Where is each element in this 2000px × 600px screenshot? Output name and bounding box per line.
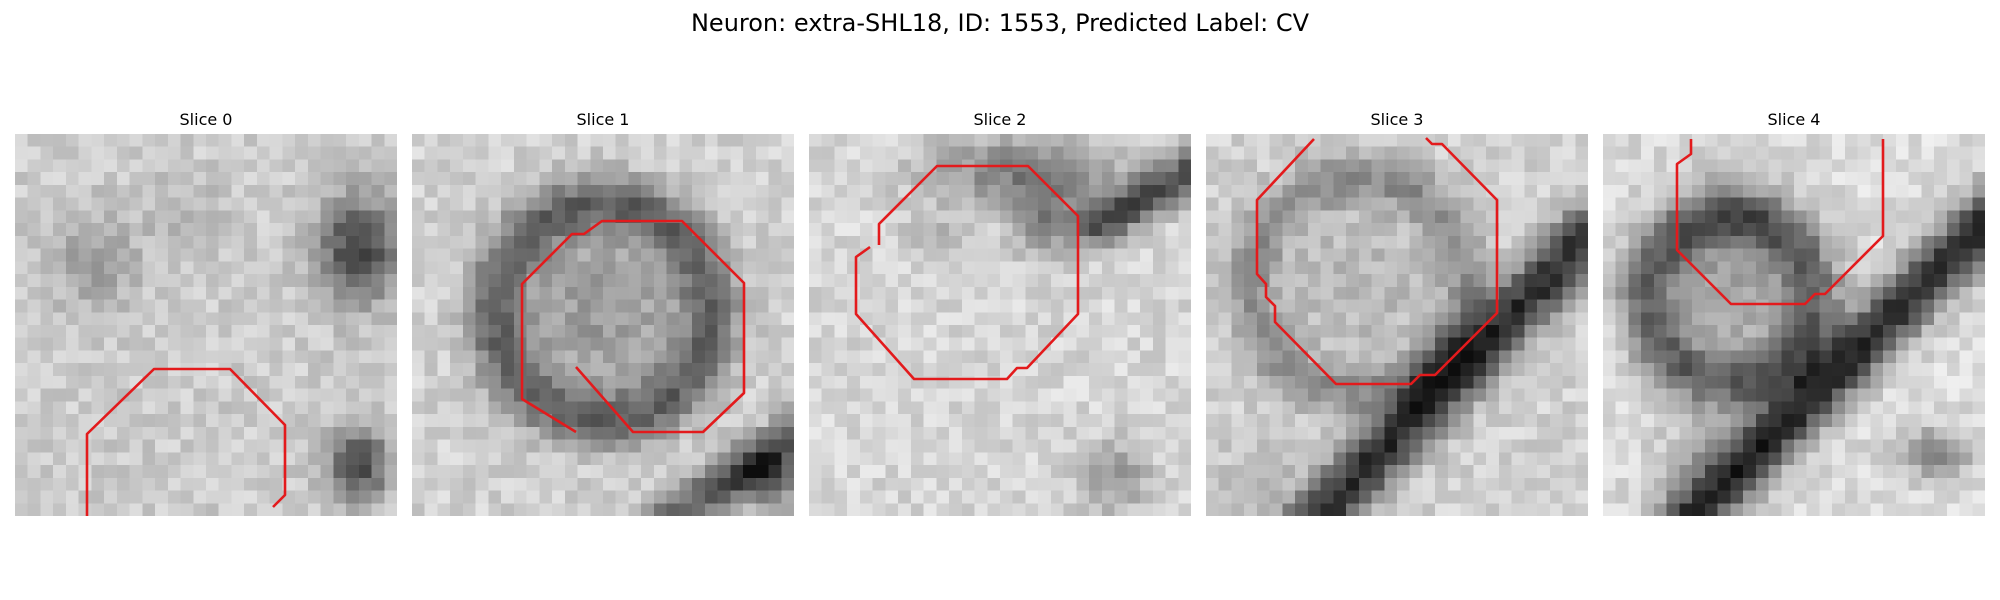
segmentation-contour — [1255, 137, 1499, 386]
slice-panel-2: Slice 2 — [809, 110, 1191, 516]
slice-panel-0: Slice 0 — [15, 110, 397, 516]
slice-image-2 — [809, 134, 1191, 516]
segmentation-contour — [854, 164, 1080, 381]
slice-panel-1: Slice 1 — [412, 110, 794, 516]
figure-title: Neuron: extra-SHL18, ID: 1553, Predicted… — [690, 9, 1310, 37]
slice-panel-4: Slice 4 — [1603, 110, 1985, 516]
slice-image-1 — [412, 134, 794, 516]
slice-title-0: Slice 0 — [179, 110, 233, 129]
segmentation-contour — [520, 219, 746, 434]
segmentation-contour — [85, 367, 287, 516]
slice-title-1: Slice 1 — [576, 110, 630, 129]
segmentation-contour — [1675, 139, 1885, 306]
slice-title-2: Slice 2 — [973, 110, 1027, 129]
slice-title-4: Slice 4 — [1767, 110, 1821, 129]
slice-image-3 — [1206, 134, 1588, 516]
slice-panel-3: Slice 3 — [1206, 110, 1588, 516]
slice-image-0 — [15, 134, 397, 516]
slice-title-3: Slice 3 — [1370, 110, 1424, 129]
slice-image-4 — [1603, 134, 1985, 516]
